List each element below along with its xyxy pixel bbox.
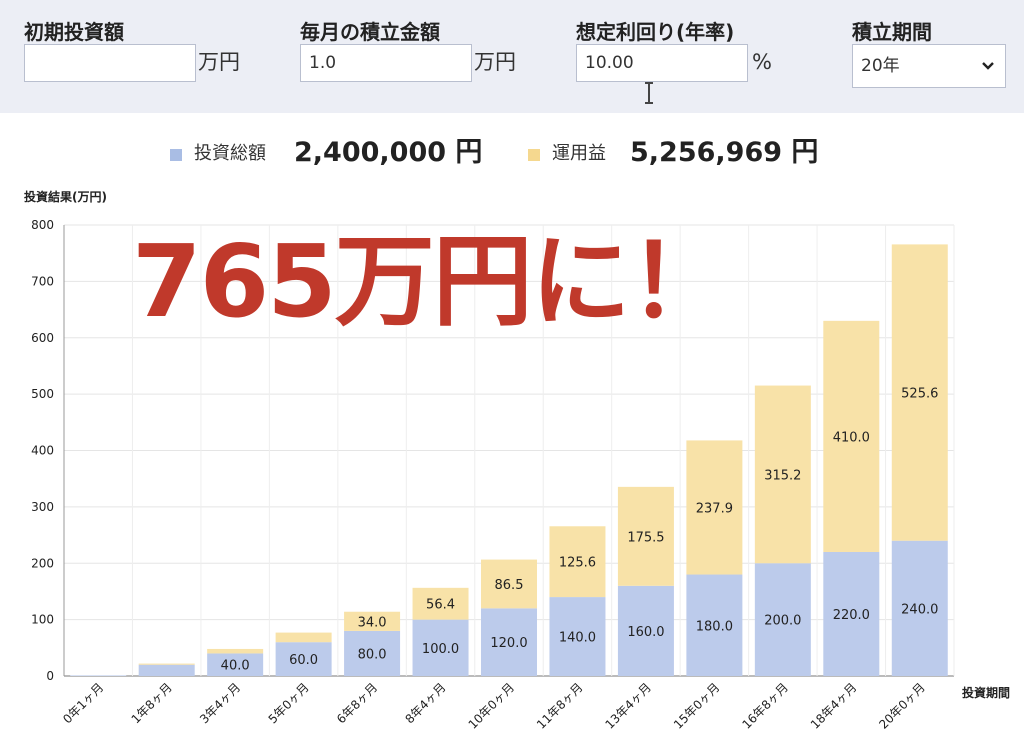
legend-swatch-gain — [528, 149, 540, 161]
x-tick-label: 15年0ヶ月 — [671, 680, 723, 732]
monthly-amount-input[interactable]: 1.0 — [300, 44, 472, 82]
bar-label-invested: 240.0 — [901, 602, 938, 617]
chart-legend: 投資総額 2,400,000 円 運用益 5,256,969 円 — [0, 133, 1024, 173]
y-tick-label: 300 — [31, 500, 54, 514]
bar-gain — [412, 587, 469, 620]
x-tick-label: 3年4ヶ月 — [197, 680, 243, 726]
bar-label-invested: 200.0 — [764, 614, 801, 629]
bar-gain — [754, 385, 811, 564]
x-tick-label: 11年8ヶ月 — [534, 680, 586, 732]
bar-invested — [344, 630, 401, 676]
text-cursor-icon — [645, 82, 656, 104]
y-tick-label: 200 — [31, 556, 54, 570]
monthly-amount-label: 毎月の積立金額 — [300, 20, 440, 44]
x-tick-label: 10年0ヶ月 — [466, 680, 518, 732]
bar-label-gain: 56.4 — [426, 598, 455, 613]
legend-value-invested: 2,400,000 円 — [294, 137, 483, 168]
period-select[interactable]: 20年 — [852, 44, 1006, 88]
period-select-value: 20年 — [861, 56, 900, 76]
bar-label-invested: 140.0 — [559, 631, 596, 646]
bar-label-gain: 125.6 — [559, 556, 596, 571]
bar-gain — [617, 486, 674, 586]
bar-invested — [138, 664, 195, 676]
bar-invested — [481, 608, 537, 676]
bar-label-gain: 175.5 — [627, 530, 664, 545]
bar-label-gain: 410.0 — [833, 430, 870, 445]
bar-gain — [823, 320, 880, 552]
expected-rate-unit: % — [752, 50, 772, 74]
x-tick-label: 5年0ヶ月 — [266, 680, 312, 726]
monthly-amount-field: 毎月の積立金額 — [300, 18, 440, 46]
bar-gain — [891, 244, 948, 541]
bar-label-invested: 60.0 — [289, 653, 318, 668]
x-tick-label: 1年8ヶ月 — [129, 680, 175, 726]
headline-overlay: 765万円に！ — [132, 223, 729, 340]
y-tick-label: 700 — [31, 274, 54, 288]
period-label: 積立期間 — [852, 20, 932, 44]
bar-invested — [275, 642, 332, 676]
legend-swatch-invested — [170, 149, 182, 161]
legend-name-gain: 運用益 — [552, 143, 606, 164]
chevron-down-icon — [981, 45, 995, 104]
legend-name-invested: 投資総額 — [194, 143, 266, 164]
bar-gain — [344, 611, 401, 631]
bar-invested — [686, 574, 743, 676]
bar-gain — [207, 648, 264, 654]
bar-invested — [617, 585, 674, 676]
expected-rate-label: 想定利回り(年率) — [576, 20, 735, 44]
bar-label-invested: 160.0 — [627, 625, 664, 640]
bar-label-gain: 315.2 — [764, 468, 801, 483]
y-tick-label: 400 — [31, 444, 54, 458]
x-tick-label: 13年4ヶ月 — [602, 680, 654, 732]
bar-gain — [549, 526, 606, 598]
bar-label-invested: 220.0 — [833, 608, 870, 623]
monthly-amount-unit: 万円 — [474, 50, 516, 74]
simulation-form: 初期投資額 万円 毎月の積立金額 1.0 万円 想定利回り(年率) 10.00 … — [0, 0, 1024, 113]
initial-investment-field: 初期投資額 — [24, 18, 124, 46]
bar-label-gain: 525.6 — [901, 387, 938, 402]
initial-investment-label: 初期投資額 — [24, 20, 124, 44]
x-tick-label: 6年8ヶ月 — [334, 680, 380, 726]
bar-label-gain: 34.0 — [358, 615, 387, 630]
x-tick-label: 16年8ヶ月 — [739, 680, 791, 732]
bar-invested — [823, 551, 880, 676]
bar-invested — [70, 675, 127, 676]
bar-gain — [686, 440, 743, 575]
y-tick-label: 600 — [31, 331, 54, 345]
bar-label-invested: 120.0 — [490, 636, 527, 651]
expected-rate-input[interactable]: 10.00 — [576, 44, 748, 82]
x-tick-label: 0年1ヶ月 — [60, 680, 106, 726]
y-tick-label: 800 — [31, 218, 54, 232]
legend-value-gain: 5,256,969 円 — [630, 137, 819, 168]
bar-label-invested: 100.0 — [422, 642, 459, 657]
bar-invested — [412, 619, 469, 676]
period-field: 積立期間 — [852, 18, 932, 46]
bar-gain — [275, 632, 332, 643]
bar-gain — [481, 559, 537, 609]
initial-investment-unit: 万円 — [198, 50, 240, 74]
x-tick-label: 18年4ヶ月 — [808, 680, 860, 732]
bar-invested — [207, 653, 264, 676]
bar-invested — [891, 540, 948, 676]
y-tick-label: 100 — [31, 613, 54, 627]
initial-investment-input[interactable] — [24, 44, 196, 82]
bar-label-invested: 80.0 — [358, 647, 387, 662]
bar-invested — [549, 597, 606, 676]
y-tick-label: 0 — [46, 669, 54, 683]
bar-label-invested: 180.0 — [696, 619, 733, 634]
bar-label-invested: 40.0 — [221, 659, 250, 674]
bar-label-gain: 237.9 — [696, 501, 733, 516]
y-tick-label: 500 — [31, 387, 54, 401]
y-axis-title: 投資結果(万円) — [24, 190, 107, 204]
x-axis-title: 投資期間 — [962, 686, 1011, 700]
expected-rate-field: 想定利回り(年率) — [576, 18, 734, 46]
x-tick-label: 8年4ヶ月 — [402, 680, 448, 726]
x-tick-label: 20年0ヶ月 — [876, 680, 928, 732]
bar-label-gain: 86.5 — [495, 578, 524, 593]
bar-invested — [754, 563, 811, 676]
bar-gain — [138, 663, 195, 665]
